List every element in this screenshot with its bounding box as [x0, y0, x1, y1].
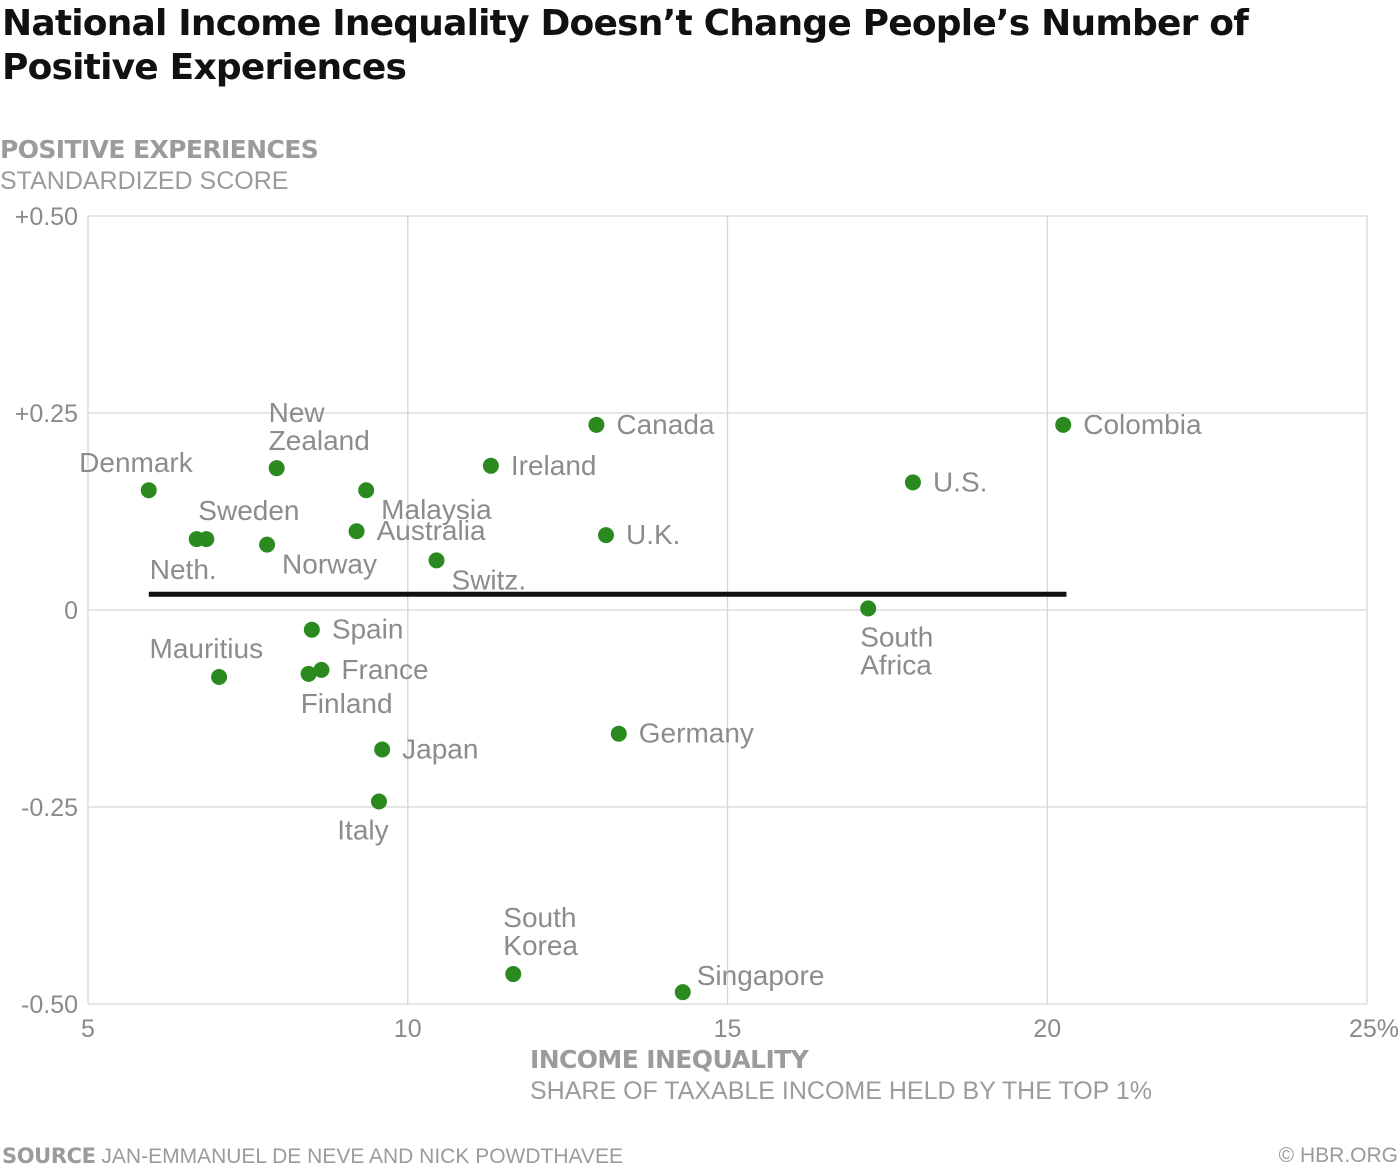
point-label-switz: Switz.	[452, 564, 527, 595]
point-switz	[428, 552, 445, 569]
point-label-spain: Spain	[332, 614, 404, 645]
point-label-italy: Italy	[337, 814, 388, 845]
y-tick-label: -0.50	[21, 991, 78, 1019]
source-label: SOURCE	[2, 1144, 96, 1168]
point-malaysia	[358, 482, 375, 499]
source-text: JAN-EMMANUEL DE NEVE AND NICK POWDTHAVEE	[101, 1145, 623, 1168]
point-mauritius	[211, 668, 228, 685]
point-canada	[588, 416, 605, 433]
point-singapore	[674, 984, 691, 1001]
x-tick-label: 20	[1033, 1015, 1061, 1043]
point-u-k	[597, 527, 614, 544]
point-label-u-s: U.S.	[933, 466, 987, 497]
point-france	[313, 661, 330, 678]
point-label-norway: Norway	[282, 549, 377, 580]
point-label-new-zealand: New Zealand	[269, 397, 370, 456]
source-note: SOURCE JAN-EMMANUEL DE NEVE AND NICK POW…	[2, 1144, 623, 1169]
point-denmark	[140, 482, 157, 499]
point-label-canada: Canada	[616, 409, 715, 440]
point-ireland	[482, 457, 499, 474]
point-label-malaysia: Malaysia	[381, 494, 492, 525]
point-italy	[370, 793, 387, 810]
point-label-germany: Germany	[639, 718, 754, 749]
point-label-colombia: Colombia	[1083, 409, 1202, 440]
point-norway	[259, 536, 276, 553]
point-label-france: France	[341, 654, 428, 685]
y-tick-label: -0.25	[21, 794, 78, 822]
point-spain	[303, 621, 320, 638]
x-axis-subtitle: SHARE OF TAXABLE INCOME HELD BY THE TOP …	[530, 1077, 1152, 1105]
point-label-ireland: Ireland	[511, 450, 597, 481]
point-germany	[610, 725, 627, 742]
y-tick-label: 0	[64, 597, 78, 625]
point-label-finland: Finland	[301, 688, 393, 719]
point-label-u-k: U.K.	[626, 519, 680, 550]
point-label-mauritius: Mauritius	[150, 633, 264, 664]
chart-title: National Income Inequality Doesn’t Chang…	[2, 3, 1249, 88]
point-south-africa	[860, 600, 877, 617]
point-label-japan: Japan	[402, 733, 478, 764]
point-label-south-africa: South Africa	[860, 621, 933, 680]
x-tick-label: 15	[714, 1015, 742, 1043]
credit: © HBR.ORG	[1278, 1144, 1398, 1167]
x-axis-title: INCOME INEQUALITY	[530, 1045, 809, 1074]
point-label-sweden: Sweden	[198, 495, 299, 526]
x-tick-label: 25%	[1349, 1015, 1399, 1043]
y-tick-label: +0.25	[15, 400, 78, 428]
point-label-singapore: Singapore	[697, 960, 825, 991]
point-label-neth: Neth.	[150, 554, 217, 585]
point-finland	[300, 665, 317, 682]
point-colombia	[1055, 416, 1072, 433]
point-u-s	[904, 474, 921, 491]
point-japan	[374, 741, 391, 758]
data-points	[140, 416, 1072, 1001]
point-label-denmark: Denmark	[79, 447, 194, 478]
grid	[87, 215, 1368, 1005]
point-australia	[348, 523, 365, 540]
point-sweden	[198, 531, 215, 548]
point-south-korea	[505, 966, 522, 983]
y-tick-label: +0.50	[15, 203, 78, 231]
y-axis-title: POSITIVE EXPERIENCES	[0, 135, 319, 164]
x-tick-label: 10	[394, 1015, 422, 1043]
point-new-zealand	[268, 460, 285, 477]
y-axis-subtitle: STANDARDIZED SCORE	[0, 167, 289, 195]
axis-ticks: 5 10 15 20 25% +0.50 +0.25 0 -0.25 -0.50	[15, 203, 1399, 1043]
point-label-south-korea: South Korea	[503, 902, 578, 961]
point-label-australia: Australia	[377, 515, 486, 546]
x-tick-label: 5	[81, 1015, 95, 1043]
point-labels: Denmark Neth. Sweden Mauritius Norway New Zeal…	[79, 397, 1202, 991]
